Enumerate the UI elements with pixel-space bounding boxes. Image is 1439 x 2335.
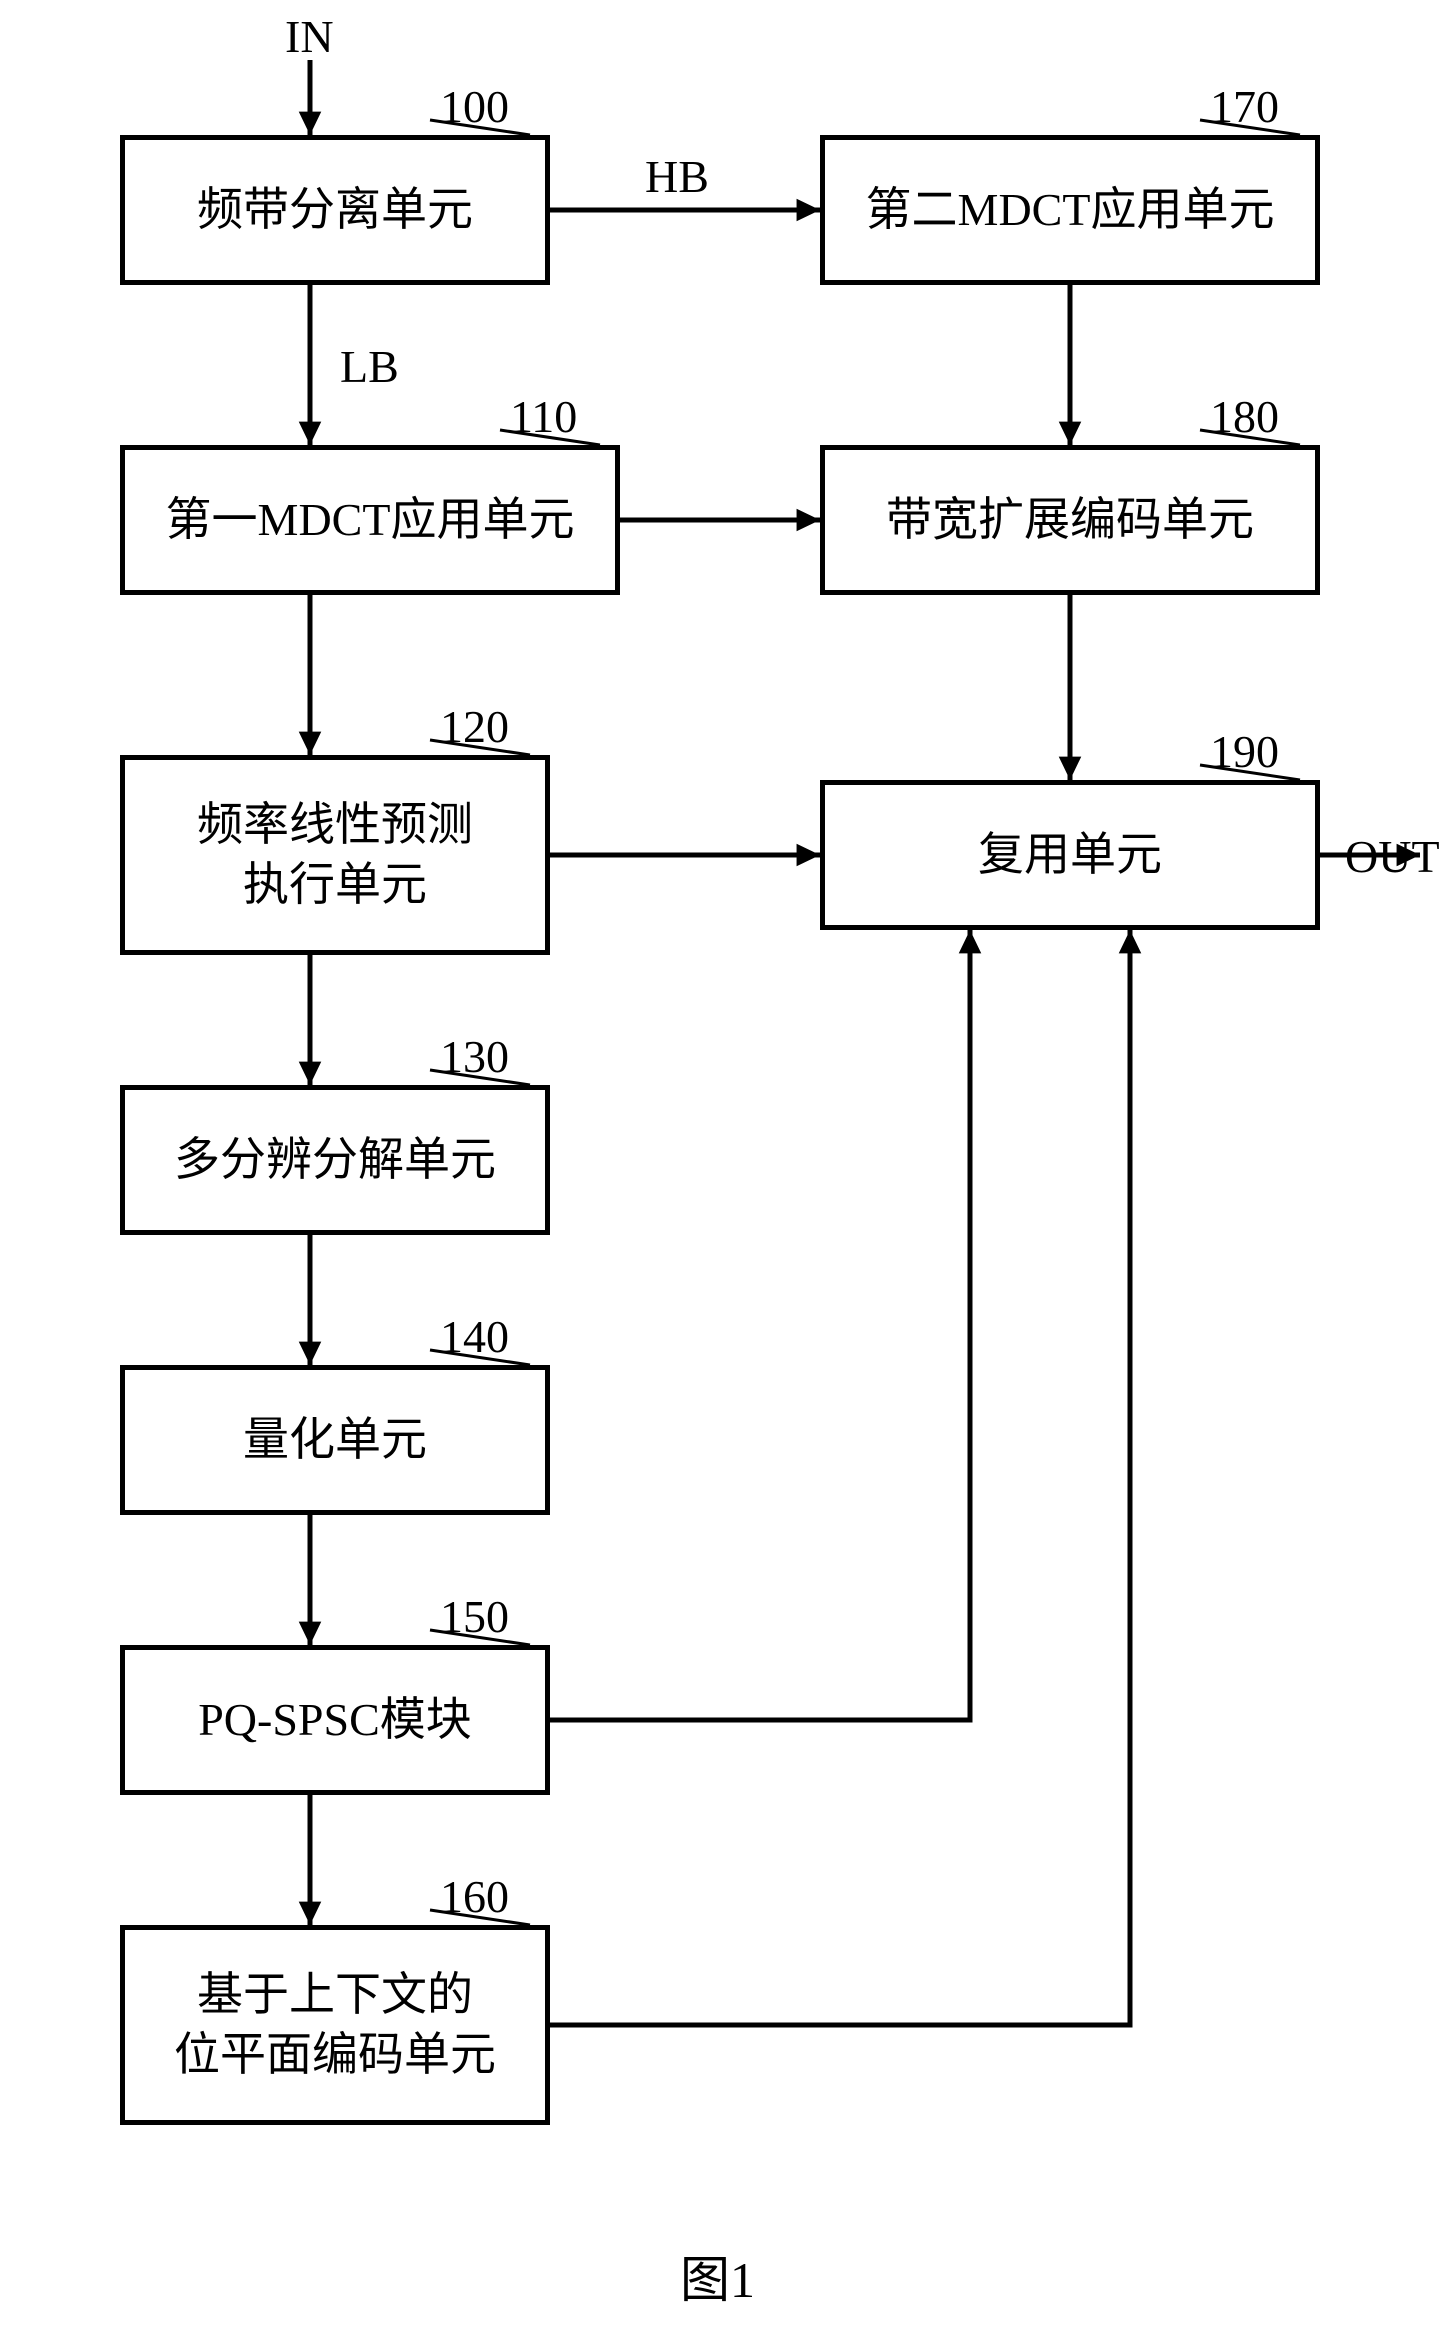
tag-n170: 170 (1210, 80, 1279, 133)
node-n100: 频带分离单元 (120, 135, 550, 285)
node-n160: 基于上下文的 位平面编码单元 (120, 1925, 550, 2125)
node-n130: 多分辨分解单元 (120, 1085, 550, 1235)
in-label: IN (285, 10, 334, 63)
figure-caption: 图1 (680, 2240, 755, 2312)
node-n120: 频率线性预测 执行单元 (120, 755, 550, 955)
lb-label: LB (340, 340, 399, 393)
tag-n130: 130 (440, 1030, 509, 1083)
node-n180: 带宽扩展编码单元 (820, 445, 1320, 595)
node-n110: 第一MDCT应用单元 (120, 445, 620, 595)
tag-n120: 120 (440, 700, 509, 753)
tag-n190: 190 (1210, 725, 1279, 778)
hb-label: HB (645, 150, 709, 203)
node-n140: 量化单元 (120, 1365, 550, 1515)
tag-n140: 140 (440, 1310, 509, 1363)
tag-n110: 110 (510, 390, 577, 443)
node-n170: 第二MDCT应用单元 (820, 135, 1320, 285)
node-n150: PQ-SPSC模块 (120, 1645, 550, 1795)
tag-n100: 100 (440, 80, 509, 133)
out-label: OUT (1345, 830, 1439, 883)
diagram-canvas: IN OUT HB LB 图1 频带分离单元100 第二MDCT应用单元170 第一… (0, 0, 1439, 2335)
tag-n150: 150 (440, 1590, 509, 1643)
node-n190: 复用单元 (820, 780, 1320, 930)
tag-n180: 180 (1210, 390, 1279, 443)
tag-n160: 160 (440, 1870, 509, 1923)
